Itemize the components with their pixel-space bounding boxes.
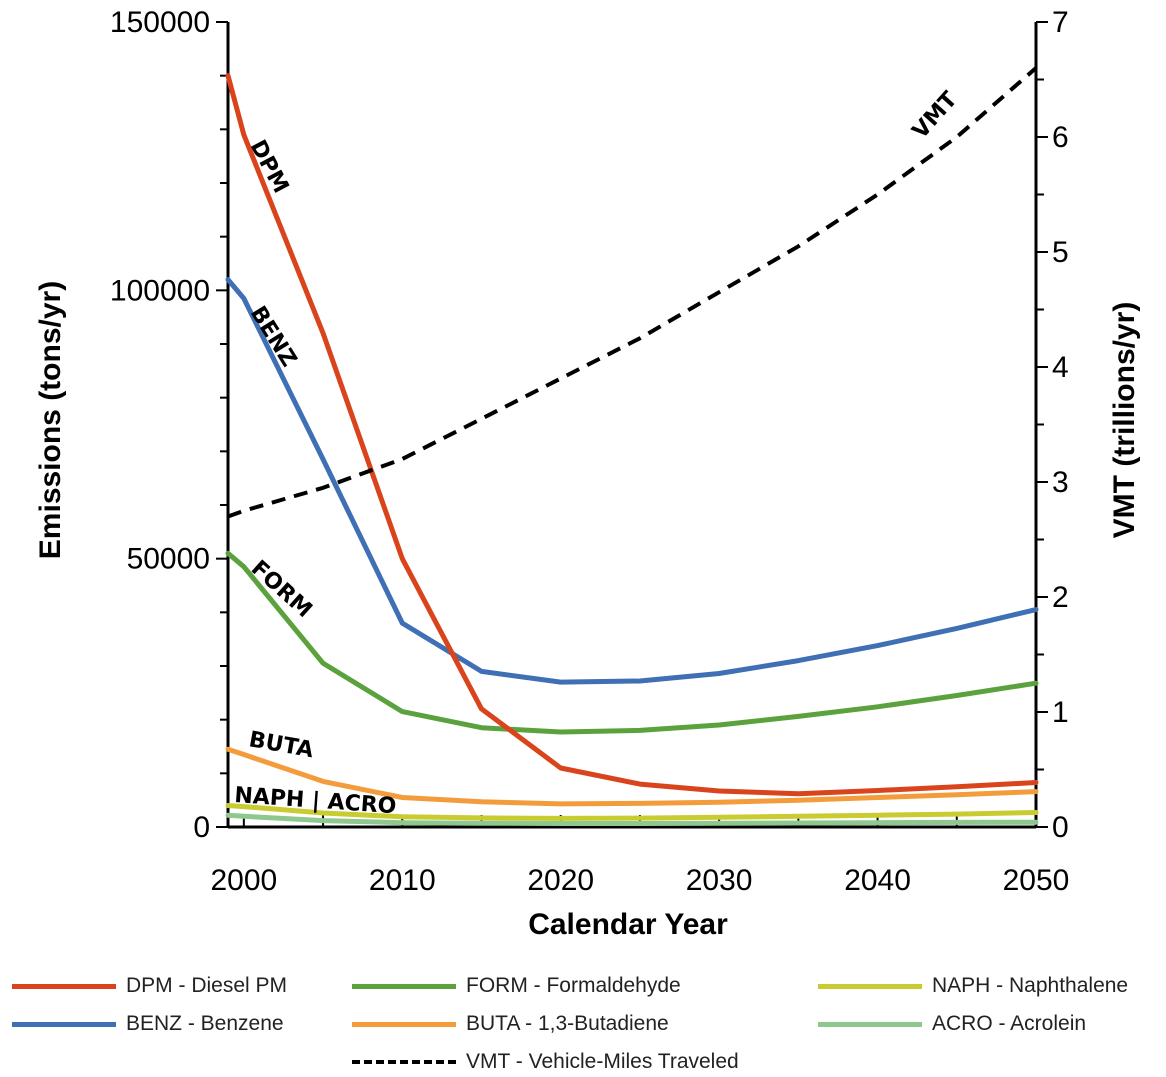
y2-tick-label: 7 xyxy=(1052,6,1069,39)
legend-swatch-naph xyxy=(818,971,922,1001)
x-tick-label: 2000 xyxy=(210,864,277,897)
axes: 0 50000 100000 150000 0 1 2 3 4 5 6 7 2000 2010 2020 20… xyxy=(110,6,1069,897)
series-line-acro xyxy=(225,812,1039,826)
legend-label-form: FORM - Formaldehyde xyxy=(466,974,681,997)
series-line-buta xyxy=(225,746,1039,807)
legend-label-vmt: VMT - Vehicle-Miles Traveled xyxy=(466,1050,739,1073)
y2-tick-label: 3 xyxy=(1052,466,1069,499)
legend-swatch-acro xyxy=(818,1009,922,1039)
legend-item-vmt: VMT - Vehicle-Miles Traveled xyxy=(352,1047,739,1077)
y2-tick-label: 6 xyxy=(1052,121,1069,154)
legend-label-buta: BUTA - 1,3-Butadiene xyxy=(466,1012,669,1035)
y-tick-label: 150000 xyxy=(110,6,210,39)
legend-swatch-vmt xyxy=(352,1047,456,1077)
legend-item-naph: NAPH - Naphthalene xyxy=(818,971,1128,1001)
series-line-form xyxy=(225,550,1039,735)
legend-item-acro: ACRO - Acrolein xyxy=(818,1009,1086,1039)
y-axis-title: Emissions (tons/yr) xyxy=(34,281,67,559)
y2-tick-label: 5 xyxy=(1052,236,1069,269)
x-tick-label: 2030 xyxy=(686,864,753,897)
legend-swatch-buta xyxy=(352,1009,456,1039)
y2-tick-label: 1 xyxy=(1052,696,1069,729)
line-chart: 0 50000 100000 150000 0 1 2 3 4 5 6 7 2000 2010 2020 20… xyxy=(34,6,1141,941)
series-lines xyxy=(225,66,1039,826)
series-line-benz xyxy=(225,277,1039,685)
legend-item-buta: BUTA - 1,3-Butadiene xyxy=(352,1009,669,1039)
legend-label-acro: ACRO - Acrolein xyxy=(932,1012,1087,1035)
legend-swatch-dpm xyxy=(12,971,116,1001)
legend-label-naph: NAPH - Naphthalene xyxy=(932,974,1129,997)
legend-swatch-form xyxy=(352,971,456,1001)
y2-tick-label: 4 xyxy=(1052,351,1069,384)
x-tick-label: 2020 xyxy=(527,864,594,897)
y-tick-label: 50000 xyxy=(127,543,210,576)
y2-tick-label: 0 xyxy=(1052,811,1069,844)
legend-label-benz: BENZ - Benzene xyxy=(126,1012,284,1035)
legend-swatch-benz xyxy=(12,1009,116,1039)
curve-label-dpm: DPM xyxy=(245,136,293,197)
x-tick-label: 2050 xyxy=(1003,864,1070,897)
x-axis-title: Calendar Year xyxy=(528,908,728,941)
y2-axis-title: VMT (trillions/yr) xyxy=(1108,302,1141,539)
y2-tick-label: 2 xyxy=(1052,581,1069,614)
legend-label-dpm: DPM - Diesel PM xyxy=(126,974,288,997)
y-tick-label: 100000 xyxy=(110,274,210,307)
series-line-vmt xyxy=(227,66,1038,519)
series-line-dpm xyxy=(225,73,1039,797)
legend: DPM - Diesel PM FORM - Formaldehyde NAPH… xyxy=(0,968,1166,1076)
y-tick-label: 0 xyxy=(193,811,210,844)
curve-label-vmt: VMT xyxy=(908,87,963,144)
legend-item-dpm: DPM - Diesel PM xyxy=(12,971,287,1001)
x-tick-label: 2010 xyxy=(369,864,436,897)
legend-item-benz: BENZ - Benzene xyxy=(12,1009,284,1039)
x-tick-label: 2040 xyxy=(844,864,911,897)
legend-item-form: FORM - Formaldehyde xyxy=(352,971,681,1001)
series-line-naph xyxy=(225,803,1039,821)
